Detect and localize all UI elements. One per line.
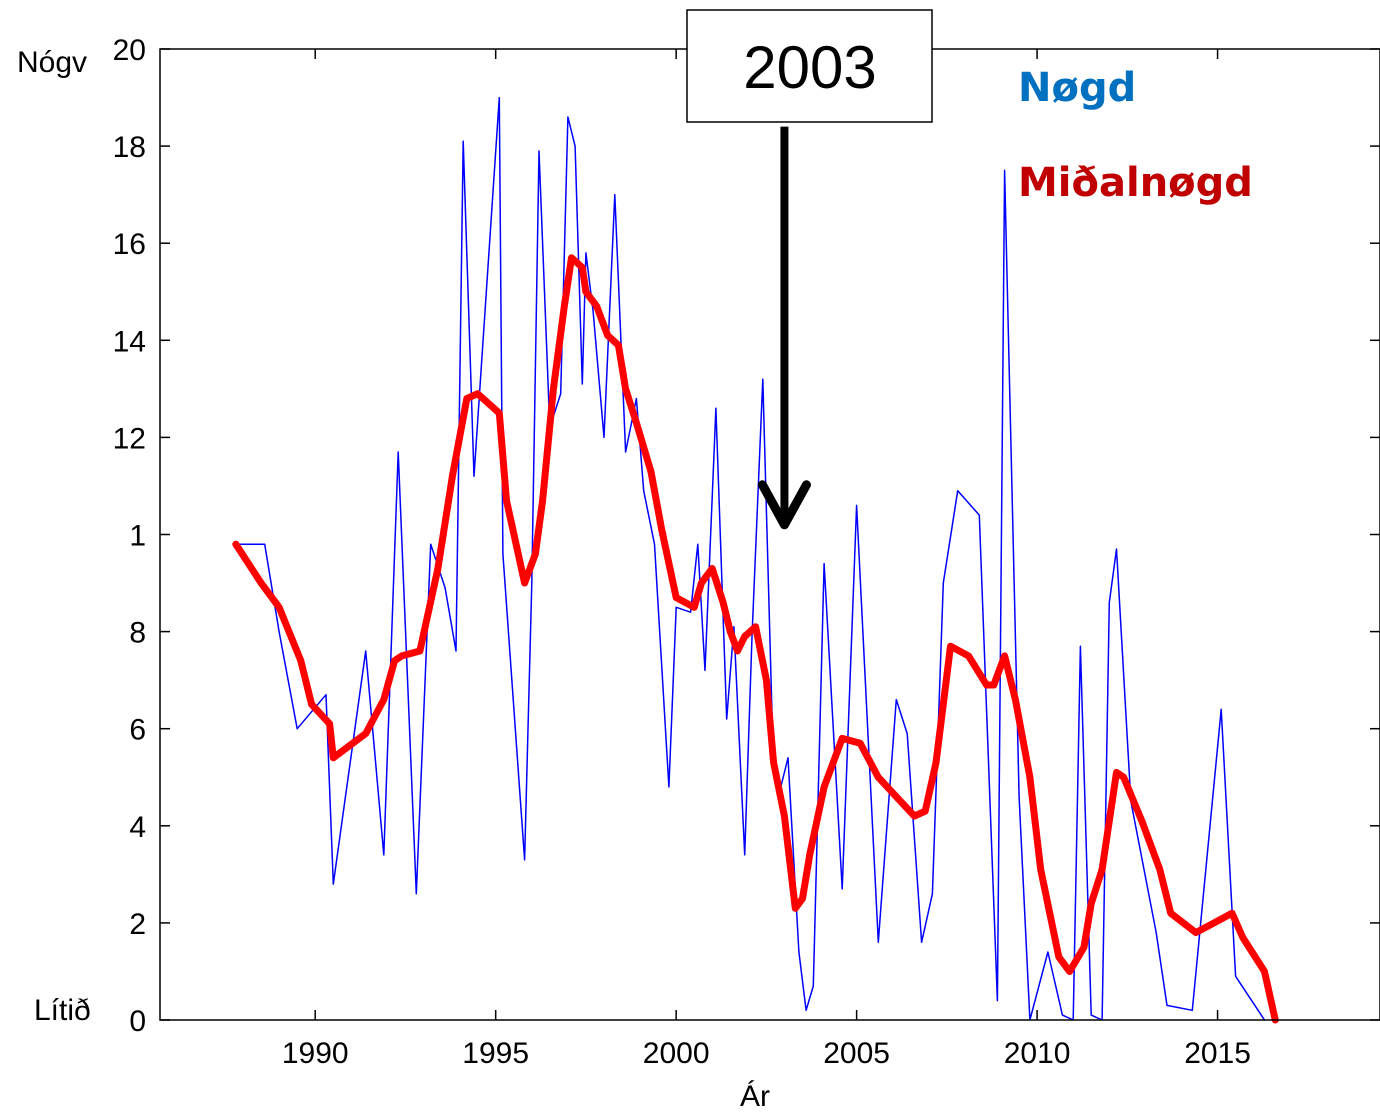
y-tick-label: 14 <box>113 325 146 358</box>
legend-entry-nogd: Nøgd <box>1018 65 1136 111</box>
y-tick-label: 0 <box>129 1005 146 1038</box>
y-bottom-word: Lítið <box>34 994 91 1027</box>
series-line-nogd <box>235 96 1266 1021</box>
ticks-layer: 1990 1995 2000 2005 2010 2015 0 2 4 6 8 1 12 14 16 18 20 <box>113 34 1380 1070</box>
y-tick-label: 2 <box>129 908 146 941</box>
x-tick-label: 2000 <box>643 1037 710 1070</box>
legend-entry-midalnogd: Miðalnøgd <box>1018 160 1253 206</box>
y-tick-label: 20 <box>113 34 146 67</box>
y-tick-label: 6 <box>129 714 146 747</box>
legend: Nøgd Miðalnøgd <box>1018 65 1253 206</box>
x-tick-label: 2010 <box>1004 1037 1071 1070</box>
annotation-label: 2003 <box>743 34 876 101</box>
y-tick-label: 18 <box>113 131 146 164</box>
x-axis-label: Ár <box>740 1080 770 1113</box>
x-tick-label: 2005 <box>823 1037 890 1070</box>
x-tick-label: 1995 <box>462 1037 529 1070</box>
x-tick-label: 2015 <box>1184 1037 1251 1070</box>
y-top-word: Nógv <box>17 46 87 79</box>
y-tick-label: 8 <box>129 617 146 650</box>
x-tick-label: 1990 <box>282 1037 349 1070</box>
series-layer <box>232 96 1279 1024</box>
annotation-box <box>686 9 933 123</box>
y-tick-label: 16 <box>113 228 146 261</box>
series-line-midalnogd <box>232 254 1279 1024</box>
y-tick-label: 4 <box>129 811 146 844</box>
y-tick-label: 12 <box>113 422 146 455</box>
y-tick-label: 1 <box>129 520 146 553</box>
annotation-arrow-head <box>757 480 811 530</box>
annotation-2003: 2003 <box>686 9 933 530</box>
